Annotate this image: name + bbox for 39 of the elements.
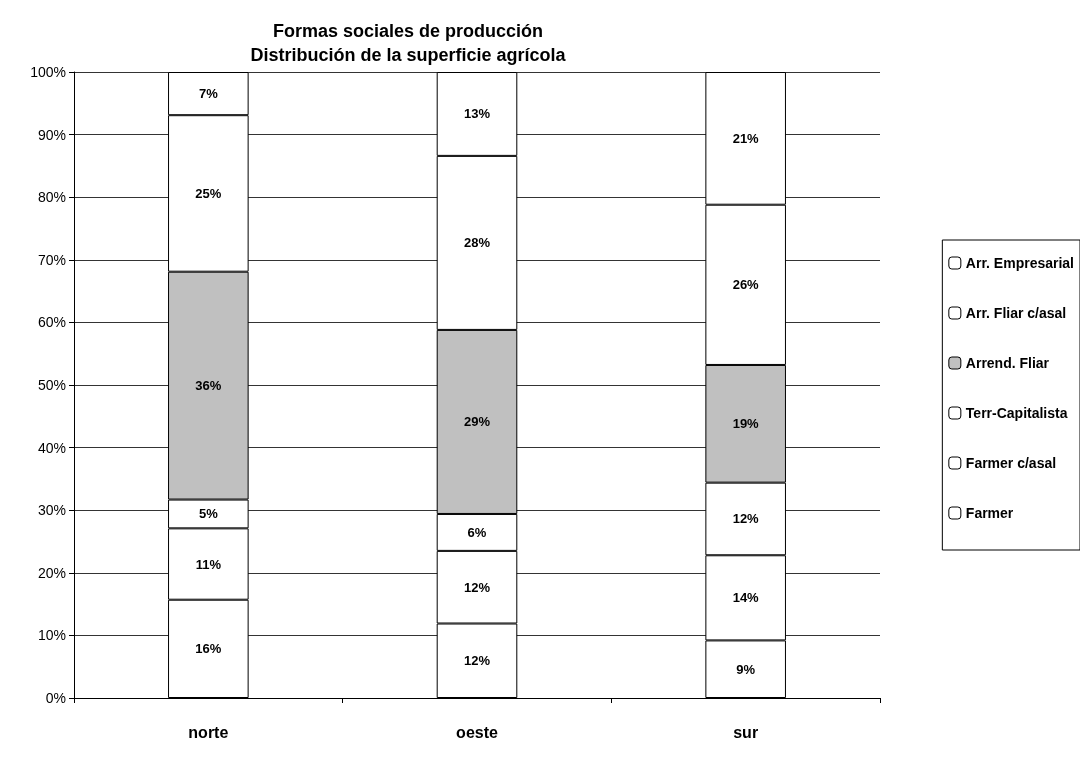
data-label: 12%: [463, 653, 491, 669]
data-label: 36%: [195, 378, 222, 394]
y-tick-label: 0%: [45, 690, 66, 706]
y-tick-label: 90%: [37, 126, 66, 143]
y-tick-label: 80%: [37, 189, 66, 206]
y-tick-label: 30%: [37, 502, 66, 519]
y-tick-label: 100%: [30, 64, 66, 80]
data-label: 12%: [732, 511, 760, 527]
data-label: 28%: [463, 235, 491, 251]
x-tick-label: oeste: [456, 723, 498, 741]
legend-label: Terr-Capitalista: [965, 405, 1068, 421]
chart-title: Formas sociales de producción Distribución de la superficie agrícola: [250, 21, 567, 65]
y-tick-label: 50%: [37, 377, 66, 393]
y-tick-label: 40%: [37, 439, 66, 456]
data-label: 16%: [195, 641, 222, 657]
legend-label: Farmer: [965, 505, 1014, 521]
data-label: 5%: [198, 506, 219, 522]
legend-label: Arr. Fliar c/asal: [965, 305, 1067, 321]
data-label: 25%: [195, 185, 222, 201]
y-tick-label: 20%: [37, 564, 66, 581]
x-tick-label: sur: [733, 723, 759, 741]
x-tick-label: norte: [188, 723, 229, 741]
legend-label: Farmer c/asal: [965, 455, 1057, 471]
data-label: 11%: [195, 556, 222, 572]
y-tick-label: 10%: [37, 627, 66, 644]
data-label: 29%: [463, 414, 491, 430]
data-label: 26%: [732, 277, 760, 293]
data-label: 6%: [467, 524, 487, 540]
data-label: 14%: [732, 590, 760, 606]
data-label: 12%: [463, 579, 491, 595]
data-label: 7%: [198, 86, 219, 102]
legend-label: Arrend. Fliar: [965, 355, 1050, 371]
data-label: 21%: [732, 130, 760, 146]
data-label: 19%: [732, 416, 760, 432]
y-tick-label: 70%: [37, 251, 66, 268]
legend-label: Arr. Empresarial: [965, 255, 1074, 271]
data-label: 13%: [463, 106, 491, 122]
data-label: 9%: [736, 661, 756, 677]
y-tick-label: 60%: [37, 314, 66, 331]
